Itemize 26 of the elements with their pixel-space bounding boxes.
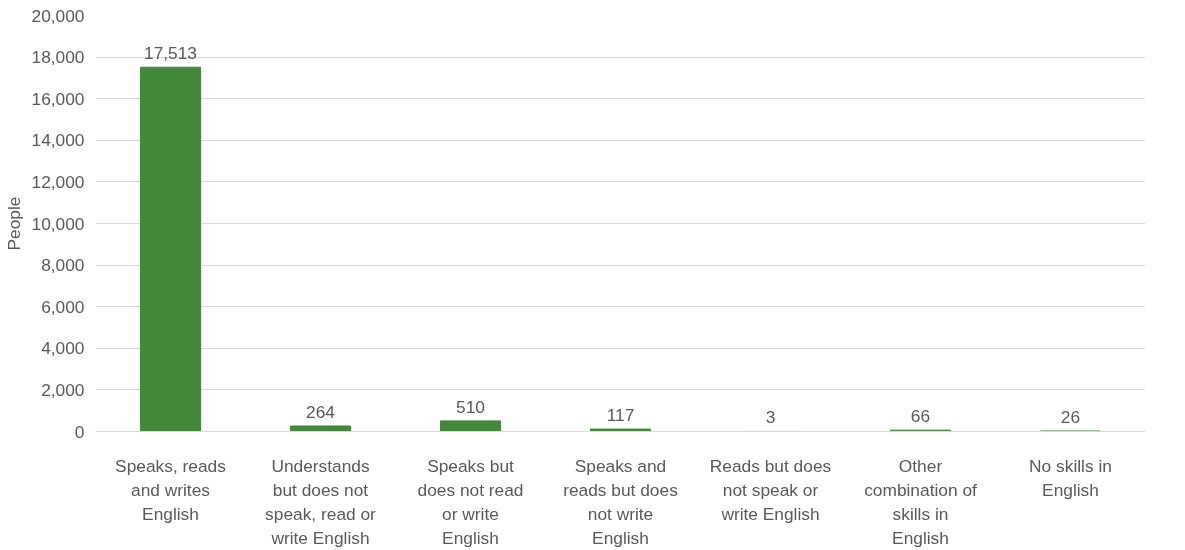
x-tick-label: No skills in English: [1029, 455, 1112, 500]
data-label: 17,513: [144, 43, 197, 64]
y-tick-label: 16,000: [31, 88, 85, 109]
y-tick-label: 2,000: [41, 379, 85, 400]
x-tick-label: Other combination of skills in English: [864, 455, 978, 548]
y-tick-label: 0: [74, 421, 85, 442]
y-tick-label: 20,000: [31, 5, 85, 26]
x-tick-label: Speaks, reads and writes English: [115, 455, 227, 524]
x-tick-label: Understands but does not speak, read or write English: [265, 455, 377, 548]
data-label: 3: [765, 407, 776, 428]
data-label: 66: [910, 406, 931, 427]
y-tick-label: 18,000: [31, 47, 85, 68]
y-tick-label: 14,000: [31, 130, 85, 151]
y-tick-label: 8,000: [41, 255, 85, 276]
data-label: 510: [456, 396, 485, 417]
y-tick-label: 10,000: [31, 213, 85, 234]
y-tick-label: 12,000: [31, 171, 85, 192]
y-axis-title: People: [3, 196, 24, 251]
x-tick-label: Reads but does not speak or write English: [709, 455, 832, 524]
data-label: 26: [1060, 406, 1081, 427]
data-label: 117: [606, 405, 635, 426]
data-label: 264: [306, 402, 336, 423]
y-tick-label: 6,000: [41, 296, 85, 317]
x-tick-label: Speaks but does not read or write English: [417, 455, 524, 548]
x-tick-label: Speaks and reads but does not write English: [563, 455, 679, 548]
y-tick-label: 4,000: [41, 338, 85, 359]
